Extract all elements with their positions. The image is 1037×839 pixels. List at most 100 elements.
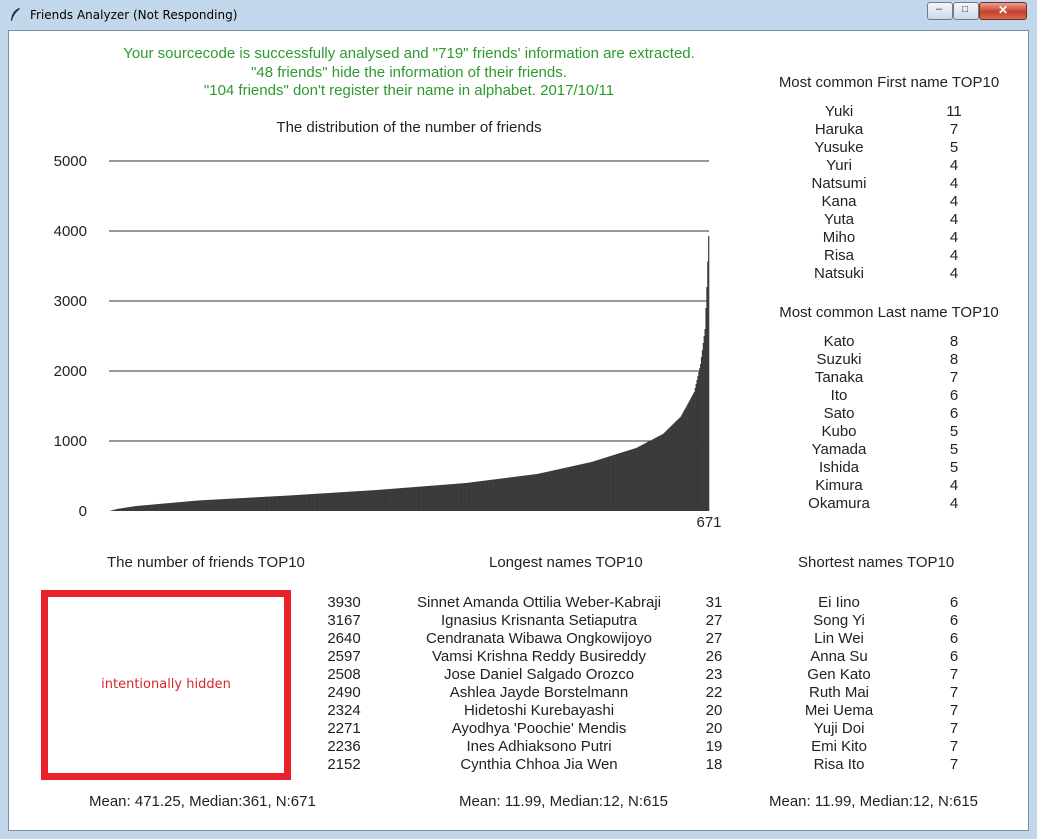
chart-bar: [551, 470, 553, 511]
chart-bar: [446, 484, 448, 511]
chart-bar: [475, 481, 477, 511]
friend-count-row: 2508: [309, 666, 389, 684]
chart-bar: [256, 497, 258, 511]
name-cell: Kubo: [821, 423, 857, 440]
name-cell: Yuki: [824, 103, 854, 120]
chart-bar: [176, 502, 179, 511]
chart-bar: [394, 488, 396, 511]
chart-bar: [434, 485, 436, 511]
shortest-name-row: Risa Ito 7: [779, 756, 999, 774]
chart-bar: [277, 496, 279, 511]
chart-bar: [199, 500, 201, 511]
chart-bar: [373, 490, 375, 511]
chart-bar: [514, 476, 517, 511]
chart-bar: [533, 474, 535, 511]
summary-line-1: Your sourcecode is successfully analysed…: [123, 45, 695, 62]
chart-bar: [491, 479, 493, 511]
chart-bar: [176, 502, 178, 511]
count-cell: 4: [949, 229, 959, 246]
chart-bar: [209, 499, 211, 511]
chart-bar: [421, 486, 424, 511]
chart-bar: [502, 478, 504, 511]
chart-bar: [220, 499, 222, 511]
chart-bar: [142, 505, 144, 511]
chart-bar: [666, 429, 669, 512]
chart-bar: [677, 419, 679, 512]
summary-line-3: "104 friends" don't register their name …: [203, 82, 615, 99]
chart-bar: [260, 497, 262, 511]
chart-bar: [300, 494, 302, 511]
chart-bar: [558, 469, 560, 511]
chart-bar: [240, 498, 242, 511]
close-button[interactable]: ✕: [979, 2, 1027, 20]
chart-bar: [227, 498, 229, 511]
chart-bar: [690, 398, 692, 511]
chart-bar: [136, 505, 138, 511]
chart-bar: [279, 495, 281, 511]
chart-bar: [328, 492, 331, 511]
chart-bar: [389, 488, 391, 511]
chart-bar: [117, 508, 120, 511]
chart-bar: [245, 497, 247, 511]
chart-bar: [660, 434, 662, 511]
chart-bar: [489, 480, 491, 511]
chart-bar: [379, 489, 381, 511]
chart-bar: [439, 485, 442, 511]
chart-bar: [241, 498, 243, 511]
chart-bar: [354, 491, 357, 511]
chart-bar: [706, 287, 708, 511]
chart-bar: [333, 492, 335, 511]
chart-bar: [635, 448, 637, 511]
chart-bar: [196, 500, 198, 511]
chart-bar: [539, 473, 541, 511]
chart-bar: [374, 490, 376, 511]
name-cell: Ayodhya 'Poochie' Mendis: [451, 720, 627, 737]
count-cell: 4: [949, 211, 959, 228]
chart-bar: [451, 484, 453, 511]
chart-bar: [278, 496, 280, 511]
chart-bar: [431, 485, 433, 511]
chart-bar: [616, 454, 618, 511]
chart-bar: [535, 474, 537, 511]
chart-bar: [153, 504, 155, 511]
chart-bar: [411, 487, 413, 511]
chart-bar: [391, 488, 393, 511]
chart-bar: [139, 505, 141, 511]
chart-bar: [346, 491, 349, 511]
chart-bar: [365, 490, 367, 511]
chart-bar: [523, 475, 525, 511]
friends-top10-title: The number of friends TOP10: [107, 554, 305, 571]
chart-bar: [247, 497, 249, 511]
chart-bar: [455, 483, 457, 511]
count-cell: 7: [949, 369, 959, 386]
chart-bar: [303, 494, 306, 511]
chart-bar: [624, 451, 626, 511]
chart-bar: [162, 503, 164, 511]
feather-icon: [11, 8, 20, 21]
chart-bar: [525, 475, 527, 511]
chart-bar: [601, 458, 603, 511]
chart-bar: [590, 462, 593, 511]
chart-bar: [432, 485, 434, 511]
minimize-button[interactable]: –: [927, 2, 953, 20]
chart-bar: [282, 495, 284, 511]
chart-bar: [625, 451, 628, 511]
chart-bar: [174, 502, 176, 511]
shortest-name-row: Gen Kato 7: [779, 666, 999, 684]
first-name-row: Risa 4: [779, 247, 999, 265]
chart-bar: [610, 455, 612, 511]
chart-bar: [327, 493, 329, 511]
chart-bar: [314, 493, 316, 511]
chart-bar: [152, 504, 155, 511]
chart-bar: [426, 486, 428, 511]
chart-bar: [565, 467, 567, 511]
maximize-button[interactable]: □: [953, 2, 979, 20]
chart-bar: [416, 486, 418, 511]
chart-bar: [248, 497, 250, 511]
title-bar[interactable]: Friends Analyzer (Not Responding) – □ ✕: [0, 0, 1037, 30]
chart-bar: [480, 481, 483, 511]
chart-bar: [623, 451, 625, 511]
chart-bar: [583, 463, 585, 511]
chart-bar: [512, 477, 514, 511]
